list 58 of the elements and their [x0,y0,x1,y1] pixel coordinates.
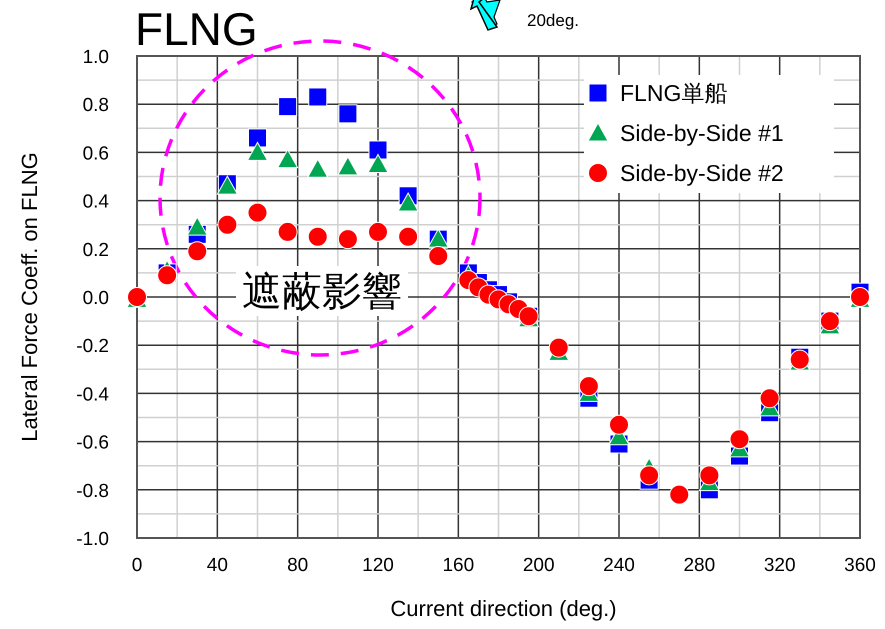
annotation: 遮蔽影響 [242,270,402,314]
point [186,216,208,236]
y-tick-label: -0.8 [76,480,109,502]
y-tick-label: 0.4 [82,192,110,213]
point [548,338,569,358]
point [187,241,208,262]
y-axis-title: Lateral Force Coeff. on FLNG [17,152,42,442]
point [368,154,388,173]
x-tick-label: 360 [844,555,876,576]
point [278,97,298,116]
point [609,414,629,435]
point [428,246,448,266]
x-tick-label: 240 [603,555,635,576]
point [247,142,268,161]
y-tick-label: 0.6 [82,143,109,164]
x-tick-label: 320 [764,555,796,576]
y-tick-label: -1.0 [76,529,109,550]
point [699,465,720,486]
x-tick-label: 40 [206,555,228,576]
x-axis-title: Current direction (deg.) [390,596,617,621]
point [337,156,358,176]
legend-label: Side-by-Side #2 [620,160,784,186]
y-tick-label: 1.0 [82,47,109,68]
chart-title: FLNG [135,3,258,55]
legend-label: Side-by-Side #1 [620,120,784,146]
point [639,465,660,486]
text: 20deg. [527,11,579,30]
legend-label: FLNG単船 [620,80,728,106]
point [368,222,388,242]
point [308,87,328,106]
point [248,128,267,148]
x-tick-label: 200 [522,555,555,576]
x-tick-label: 120 [362,555,394,576]
point [398,226,418,247]
point [338,104,358,124]
point [398,192,419,212]
point [669,484,690,505]
x-tick-label: 160 [442,555,474,576]
point [307,158,328,178]
y-tick-label: -0.6 [76,432,109,454]
x-tick-label: 0 [132,555,142,576]
point [277,149,298,168]
point [278,222,298,242]
x-tick-label: 280 [683,555,716,576]
point [730,429,750,450]
y-tick-label: -0.2 [76,336,109,358]
point [578,376,599,396]
x-tick-label: 80 [287,555,308,576]
point [368,140,388,160]
y-tick-label: 0.0 [82,288,109,309]
point [760,388,780,408]
y-tick-label: 0.2 [82,240,109,261]
y-tick-label: 0.8 [82,95,109,116]
y-tick-label: -0.4 [76,384,110,406]
point [308,226,328,247]
point [217,214,238,235]
point [248,202,268,223]
point [338,229,358,250]
